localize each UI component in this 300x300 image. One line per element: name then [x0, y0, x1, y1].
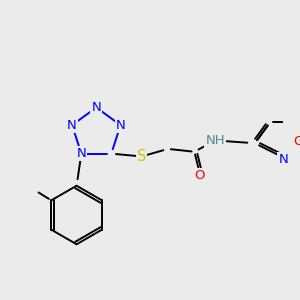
Text: S: S: [137, 149, 146, 164]
Text: N: N: [278, 153, 288, 166]
Text: N: N: [67, 118, 77, 132]
Text: O: O: [293, 135, 300, 148]
Text: NH: NH: [206, 134, 225, 147]
Text: O: O: [194, 169, 204, 182]
Text: N: N: [116, 118, 125, 132]
Text: N: N: [92, 101, 101, 114]
Text: N: N: [76, 147, 86, 160]
